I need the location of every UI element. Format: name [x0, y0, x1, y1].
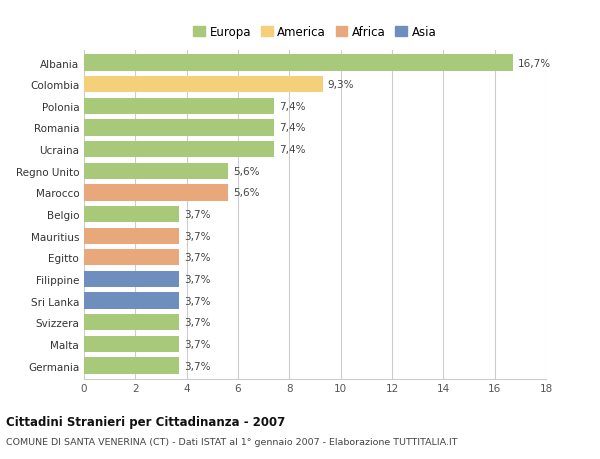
Bar [84, 99, 274, 115]
Text: 3,7%: 3,7% [184, 274, 211, 284]
Text: 16,7%: 16,7% [518, 58, 551, 68]
Bar [84, 207, 179, 223]
Bar [84, 336, 179, 352]
Text: 3,7%: 3,7% [184, 339, 211, 349]
Bar [84, 271, 179, 287]
Text: 7,4%: 7,4% [279, 123, 305, 133]
Legend: Europa, America, Africa, Asia: Europa, America, Africa, Asia [191, 23, 439, 41]
Text: 7,4%: 7,4% [279, 145, 305, 155]
Text: 3,7%: 3,7% [184, 318, 211, 328]
Bar [84, 56, 512, 72]
Text: 3,7%: 3,7% [184, 361, 211, 371]
Text: 3,7%: 3,7% [184, 210, 211, 219]
Text: 7,4%: 7,4% [279, 101, 305, 112]
Bar [84, 185, 228, 201]
Text: 5,6%: 5,6% [233, 188, 259, 198]
Bar [84, 250, 179, 266]
Bar [84, 228, 179, 244]
Text: 5,6%: 5,6% [233, 167, 259, 176]
Bar [84, 142, 274, 158]
Bar [84, 358, 179, 374]
Bar [84, 163, 228, 179]
Text: COMUNE DI SANTA VENERINA (CT) - Dati ISTAT al 1° gennaio 2007 - Elaborazione TUT: COMUNE DI SANTA VENERINA (CT) - Dati IST… [6, 437, 458, 446]
Bar [84, 314, 179, 330]
Text: 9,3%: 9,3% [328, 80, 355, 90]
Bar [84, 77, 323, 93]
Bar [84, 120, 274, 136]
Text: 3,7%: 3,7% [184, 253, 211, 263]
Bar [84, 293, 179, 309]
Text: Cittadini Stranieri per Cittadinanza - 2007: Cittadini Stranieri per Cittadinanza - 2… [6, 415, 285, 428]
Text: 3,7%: 3,7% [184, 231, 211, 241]
Text: 3,7%: 3,7% [184, 296, 211, 306]
